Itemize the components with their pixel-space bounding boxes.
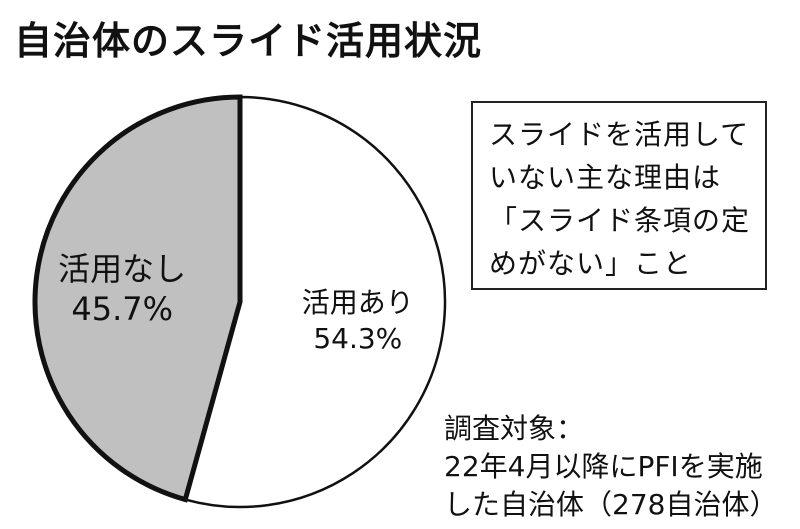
slice-label: 活用なし [58,250,186,288]
chart-title: 自治体のスライド活用状況 [14,19,483,63]
reason-note-box: スライドを活用して いない主な理由は 「スライド条項の定 めがない」こと [471,101,767,290]
pie-slice-unused [32,94,243,503]
reason-note-line: スライドを活用して [489,118,750,151]
survey-basis-line: 22年4月以降にPFIを実施 [444,450,763,483]
reason-note-line: めがない」こと [489,247,693,280]
slice-value-label: 45.7% [71,290,173,328]
reason-note-line: いない主な理由は [489,161,722,194]
reason-note-line: 「スライド条項の定 [489,204,751,237]
survey-basis-line: 調査対象： [444,412,585,445]
slice-label: 活用あり [302,286,414,319]
survey-basis-line: した自治体（278自治体） [444,488,778,521]
survey-basis-note: 調査対象： 22年4月以降にPFIを実施 した自治体（278自治体） [444,410,777,524]
pie-slice-used [183,95,447,509]
slice-value-label: 54.3% [313,322,402,355]
